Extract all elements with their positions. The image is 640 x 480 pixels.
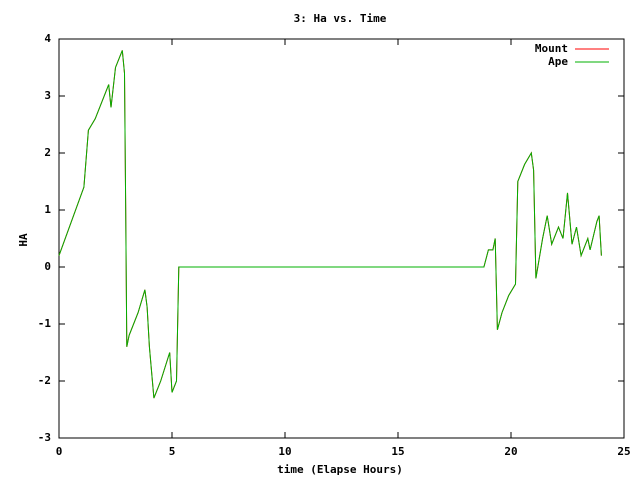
y-tick-label: -2 <box>38 374 51 387</box>
y-tick-label: 2 <box>44 146 51 159</box>
x-tick-label: 15 <box>391 445 404 458</box>
legend-label: Mount <box>535 42 568 55</box>
y-tick-label: 4 <box>44 32 51 45</box>
y-tick-label: 1 <box>44 203 51 216</box>
series-line <box>58 50 602 399</box>
y-tick-label: 0 <box>44 260 51 273</box>
y-tick-label: 3 <box>44 89 51 102</box>
y-tick-label: -3 <box>38 431 51 444</box>
plot-frame <box>58 38 625 439</box>
y-tick-label: -1 <box>38 317 52 330</box>
x-tick-label: 0 <box>56 445 63 458</box>
x-tick-label: 25 <box>617 445 630 458</box>
x-axis-label: time (Elapse Hours) <box>277 463 403 476</box>
y-axis-label: HA <box>17 233 30 247</box>
x-tick-label: 5 <box>169 445 176 458</box>
legend-label: Ape <box>548 55 568 68</box>
x-tick-label: 10 <box>278 445 291 458</box>
chart-title: 3: Ha vs. Time <box>294 12 387 25</box>
x-tick-label: 20 <box>504 445 517 458</box>
